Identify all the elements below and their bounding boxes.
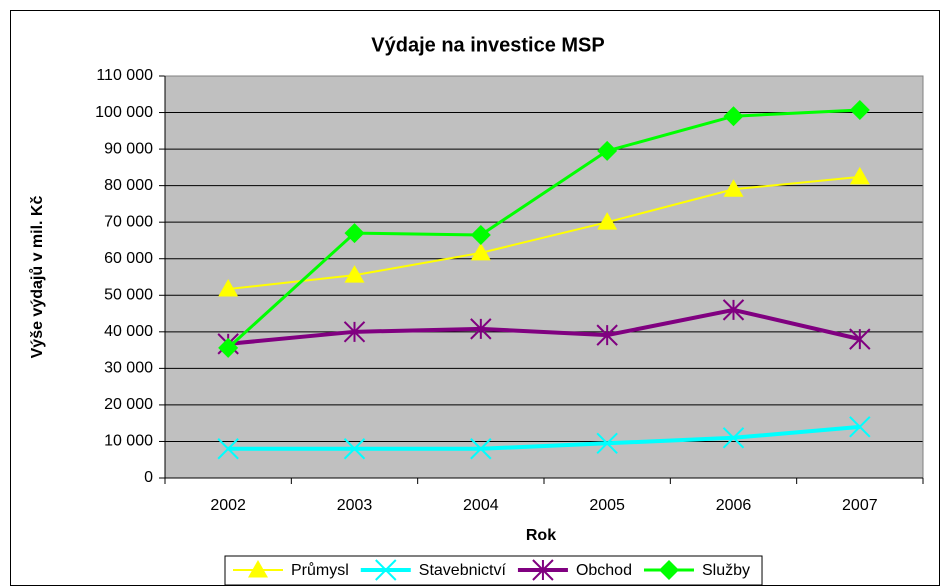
legend-label: Obchod [576,562,632,579]
y-tick-label: 80 000 [104,177,153,194]
y-tick-label: 70 000 [104,213,153,230]
legend: Průmysl Stavebnictví Obchod Služby [224,555,763,586]
series-line [228,175,860,291]
x-tick-label: 2007 [842,497,878,514]
y-tick-label: 50 000 [104,286,153,303]
x-tick-label: 2006 [716,497,752,514]
x-tick-label: 2002 [210,497,246,514]
marker [723,106,744,127]
marker [849,328,871,350]
series-line [227,307,861,346]
marker [596,324,618,346]
marker [343,438,366,460]
marker [344,223,365,244]
y-tick-label: 90 000 [104,140,153,157]
series-line [228,424,861,451]
marker [343,321,366,343]
marker [597,212,618,230]
marker [849,166,870,185]
legend-label: Služby [702,562,750,579]
y-tick-label: 30 000 [104,360,153,377]
y-tick-label: 100 000 [95,104,153,121]
marker [470,438,492,460]
x-tick-label: 2004 [463,497,499,514]
marker [722,299,745,321]
chart-title: Výdaje na investice MSP [371,34,604,56]
legend-label: Průmysl [291,561,349,579]
x-tick-label: 2005 [589,497,625,514]
marker [470,224,491,245]
y-tick-label: 0 [144,469,153,486]
x-tick-label: 2003 [337,497,373,514]
plot-area [165,76,923,478]
marker [849,99,870,120]
y-tick-label: 110 000 [96,67,153,84]
marker [849,416,871,438]
marker [218,337,239,358]
legend-label: Stavebnictví [419,562,507,579]
marker [597,140,618,161]
marker [723,179,744,197]
marker [217,438,239,460]
y-tick-label: 10 000 [104,433,153,450]
marker [658,560,679,580]
marker [470,318,492,340]
marker [344,265,365,283]
y-tick-label: 60 000 [104,250,153,267]
marker [596,432,618,454]
series-line [227,108,860,350]
y-tick-label: 40 000 [104,323,153,340]
marker [722,427,745,449]
x-axis-title: Rok [526,527,556,544]
marker [532,559,554,581]
y-axis-title: Výše výdajů v mil. Kč [29,196,46,359]
marker [375,559,397,581]
y-tick-label: 20 000 [104,396,153,413]
marker [470,242,491,261]
marker [248,560,268,578]
marker [218,279,239,297]
